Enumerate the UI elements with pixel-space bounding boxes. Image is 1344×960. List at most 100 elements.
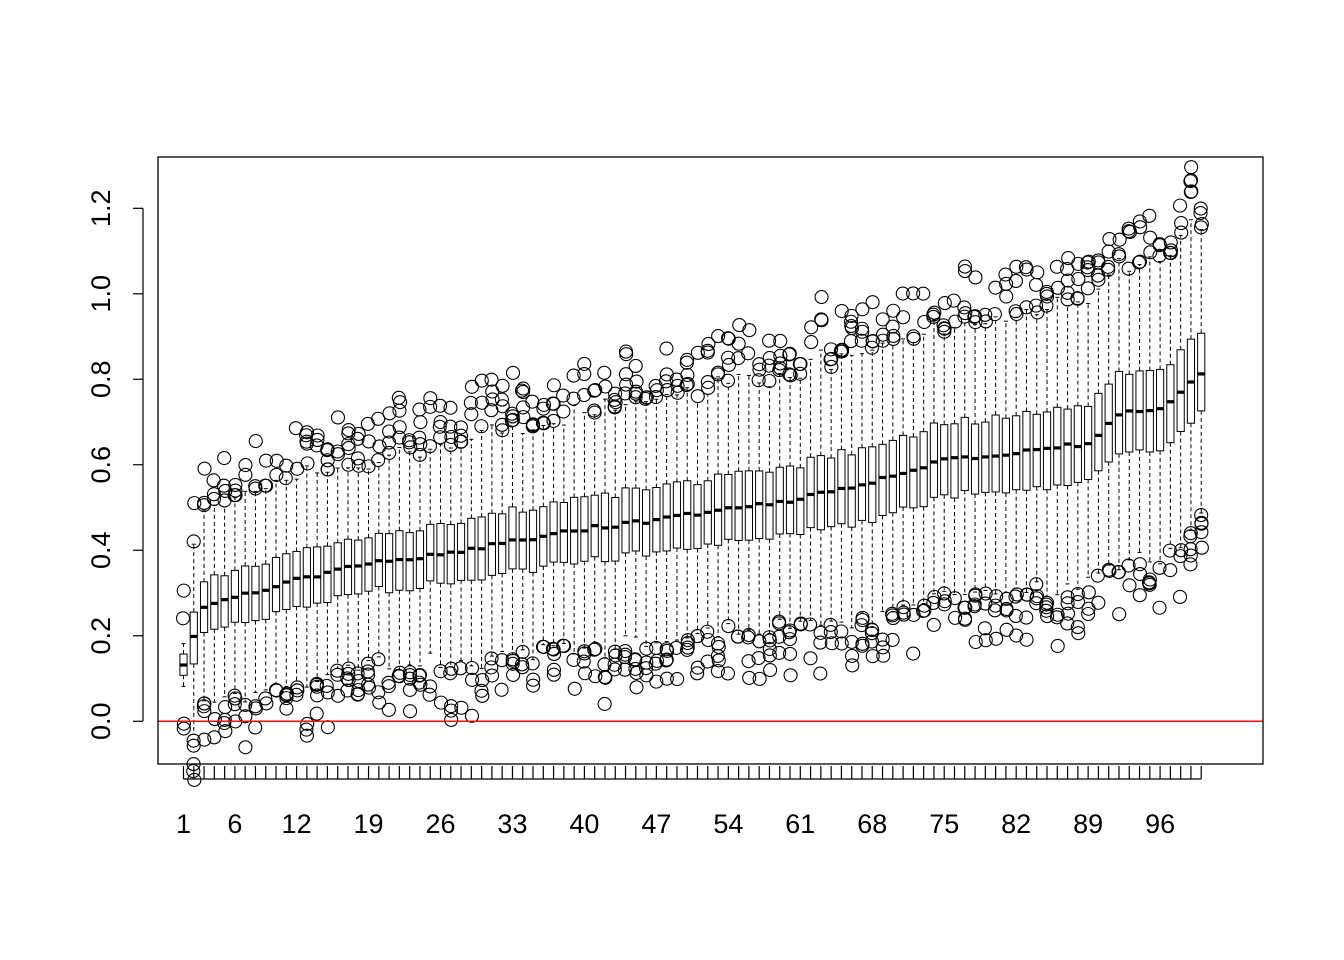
outlier-point [742,670,757,685]
outlier-point [423,399,438,414]
box-97 [1162,235,1178,578]
outlier-point [659,341,674,356]
outlier-point [330,444,345,459]
outlier-point [607,392,622,407]
x-tick-label: 33 [497,809,527,839]
outlier-point [917,603,932,618]
outlier-point [1142,208,1157,223]
box-69 [875,312,891,663]
outlier-point [1028,277,1044,292]
box-iqr [878,443,887,516]
outlier-point [535,639,551,654]
outlier-point [576,654,591,669]
outlier-point [659,671,674,686]
outlier-point [771,614,787,629]
box-iqr [1042,411,1052,491]
outlier-point [1049,259,1064,274]
outlier-point [485,392,500,407]
box-36 [535,397,552,655]
outlier-point [474,395,490,410]
outlier-point [279,686,294,701]
outlier-point [372,439,387,454]
outlier-point [320,443,335,458]
outlier-point [464,407,479,422]
outlier-point [865,649,880,664]
x-tick-label: 82 [1001,809,1031,839]
box-18 [350,426,366,702]
outlier-point [382,445,397,460]
outlier-point [444,699,459,714]
outlier-point [1071,271,1086,287]
outlier-point [433,430,448,445]
outlier-point [803,617,818,632]
outlier-point [227,488,242,503]
outlier-point [290,683,305,698]
outlier-point [175,611,191,626]
outlier-point [773,348,788,363]
outlier-point [1019,262,1034,277]
outlier-point [1121,558,1136,573]
outlier-point [1172,589,1188,605]
outlier-point [516,384,531,400]
outlier-point [588,641,603,657]
outlier-point [906,329,921,344]
outlier-point [999,601,1014,617]
outlier-point [412,447,427,462]
outlier-point [876,648,891,663]
outlier-point [1050,638,1065,654]
outlier-point [1194,540,1209,555]
outlier-point [577,666,593,681]
box-50 [679,352,695,657]
outlier-point [197,461,212,476]
outlier-point [1009,628,1024,643]
outlier-point [1050,280,1066,295]
outlier-point [465,672,480,687]
box-10 [269,453,284,698]
outlier-point [1060,596,1075,611]
outlier-point [680,367,695,383]
box-iqr [1073,405,1082,483]
outlier-point [372,695,387,710]
outlier-point [670,378,685,393]
outlier-point [1009,306,1024,322]
outlier-point [782,346,797,361]
outlier-point [1172,198,1188,213]
outlier-point [1163,246,1178,261]
box-27 [443,400,459,727]
outlier-point [762,333,777,348]
box-67 [854,302,870,653]
outlier-point [1132,254,1148,269]
outlier-point [1132,588,1147,603]
box-4 [206,473,222,745]
outlier-point [197,495,212,510]
box-62 [803,320,819,666]
outlier-point [701,336,716,352]
outlier-point [474,419,489,434]
x-tick-label: 19 [354,809,384,839]
outlier-point [773,333,788,349]
outlier-point [741,346,756,361]
outlier-point [1049,610,1064,625]
box-iqr [847,454,856,528]
outlier-point [926,617,941,632]
outlier-point [371,652,386,667]
outlier-point [371,453,386,468]
outlier-point [730,629,746,644]
outlier-point [526,672,541,687]
outlier-point [1008,273,1023,289]
box-38 [556,388,572,654]
box-58 [761,333,778,678]
outlier-point [547,646,562,662]
outlier-point [443,419,458,434]
outlier-point [710,648,725,663]
outlier-point [607,662,622,677]
outlier-point [763,663,778,678]
outlier-point [413,677,428,692]
outlier-point [844,320,859,336]
outlier-point [885,632,900,647]
box-91 [1101,231,1117,578]
outlier-point [824,359,839,374]
outlier-point [875,632,890,647]
outlier-point [906,286,921,301]
outlier-point [392,420,407,435]
